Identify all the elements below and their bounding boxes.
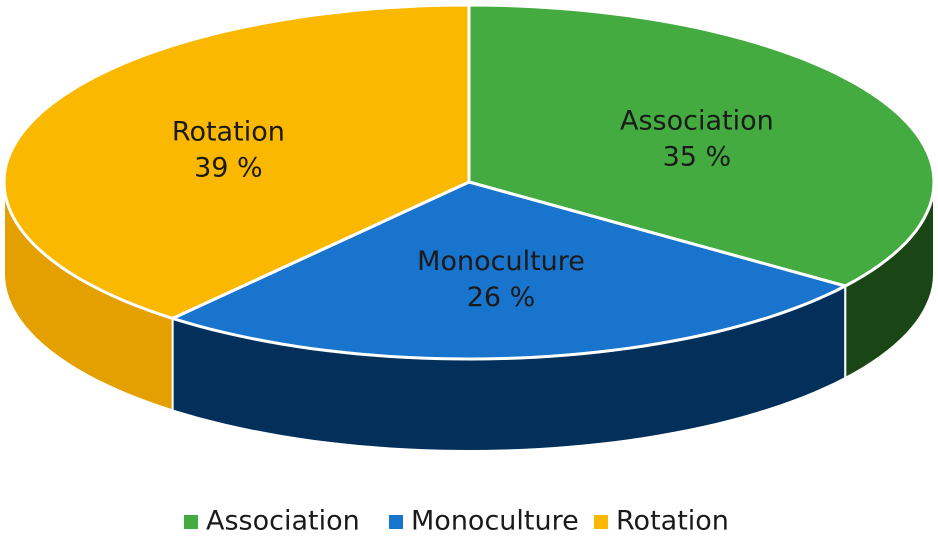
slice (171, 180, 847, 361)
legend-label: Monoculture (411, 506, 579, 537)
legend-label: Association (206, 506, 360, 537)
slice-label: Rotation (172, 117, 285, 148)
slice (2, 3, 471, 320)
slice-label: Association (620, 105, 774, 136)
slice (467, 3, 936, 288)
legend-label: Rotation (616, 506, 729, 537)
slice-value-label: 35 % (663, 141, 732, 172)
slice-value-label: 26 % (467, 282, 536, 313)
slice-label: Monoculture (417, 246, 585, 277)
legend-swatch (184, 515, 198, 529)
slice-value-label: 39 % (194, 153, 263, 184)
legend-swatch (389, 515, 403, 529)
legend-swatch (594, 515, 608, 529)
